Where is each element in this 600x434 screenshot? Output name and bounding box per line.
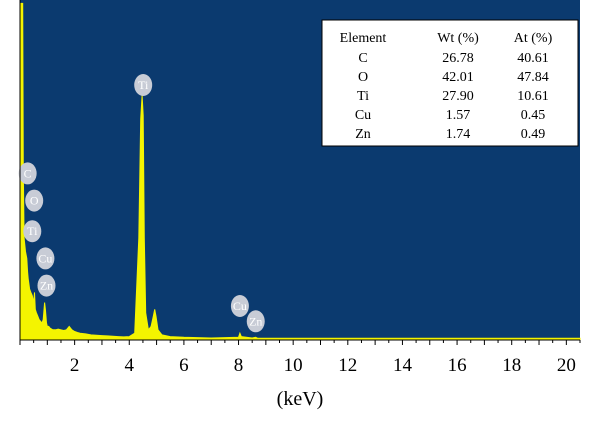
table-cell: 47.84: [517, 70, 549, 85]
peak-label-cu: Cu: [230, 295, 249, 317]
peak-marker: [134, 74, 153, 96]
spectrum-series: [19, 2, 581, 341]
x-tick-label: 16: [448, 355, 467, 376]
x-tick-label: 20: [557, 355, 576, 376]
peak-marker: [230, 295, 249, 317]
table-cell: Zn: [355, 127, 371, 142]
table-cell: 42.01: [442, 70, 474, 85]
spectrum-layer: [19, 2, 581, 341]
composition-table: Element Wt (%) At (%) C 26.78 40.61 O 42.01 47.8…: [321, 19, 579, 147]
peak-label-cu: Cu: [36, 247, 55, 270]
table-cell: 1.57: [446, 108, 471, 123]
x-tick-label: 4: [125, 355, 135, 376]
peak-label-zn: Zn: [37, 274, 56, 297]
x-axis-label: (keV): [277, 388, 324, 410]
peak-marker: [18, 162, 37, 185]
table-row: Ti 27.90 10.61: [357, 89, 549, 104]
table-cell: 40.61: [517, 51, 549, 66]
table-row: Zn 1.74 0.49: [355, 127, 545, 142]
peak-label-text: Zn: [40, 279, 53, 293]
peak-label-text: Ti: [27, 224, 38, 238]
table-cell: 0.45: [521, 108, 546, 123]
x-tick-label: 2: [70, 355, 80, 376]
peak-label-zn: Zn: [246, 310, 265, 333]
peak-label-ti: Ti: [23, 220, 42, 243]
table-cell: 10.61: [517, 89, 549, 104]
table-cell: 27.90: [442, 89, 474, 104]
peak-label-text: O: [30, 194, 39, 208]
table-header-cell: Wt (%): [437, 31, 479, 46]
table-header-row: Element Wt (%) At (%): [340, 31, 553, 46]
table-row: Cu 1.57 0.45: [355, 108, 545, 123]
peak-label-text: C: [24, 166, 32, 180]
peak-marker: [36, 247, 55, 270]
table-cell: 26.78: [442, 51, 474, 66]
table-cell: O: [358, 70, 368, 85]
table-row: C 26.78 40.61: [358, 51, 548, 66]
peak-label-text: Cu: [38, 251, 52, 265]
x-tick-label: 14: [393, 355, 413, 376]
peak-label-text: Ti: [138, 78, 149, 92]
table-header-cell: Element: [340, 31, 387, 46]
x-tick-label: 6: [179, 355, 189, 376]
peak-label-c: C: [18, 162, 37, 185]
table-background: [321, 19, 579, 147]
table-cell: 0.49: [521, 127, 546, 142]
peak-label-text: Cu: [233, 299, 247, 313]
table-cell: 1.74: [446, 127, 471, 142]
table-cell: Ti: [357, 89, 369, 104]
peak-label-text: Zn: [249, 314, 262, 328]
peak-marker: [246, 310, 265, 333]
peak-marker: [23, 220, 42, 243]
table-row: O 42.01 47.84: [358, 70, 549, 85]
x-axis: 2 4 6 8 10 12 14 16 18 20: [19, 0, 581, 376]
x-tick-label: 10: [284, 355, 303, 376]
peak-marker: [37, 274, 56, 297]
x-tick-label: 12: [338, 355, 357, 376]
x-tick-label: 8: [234, 355, 244, 376]
table-header-cell: At (%): [514, 31, 553, 46]
peak-marker: [25, 189, 44, 212]
peak-label-o: O: [25, 189, 44, 212]
x-tick-label: 18: [502, 355, 521, 376]
peak-label-ti: Ti: [134, 74, 153, 96]
table-cell: Cu: [355, 108, 371, 123]
table-cell: C: [358, 51, 367, 66]
